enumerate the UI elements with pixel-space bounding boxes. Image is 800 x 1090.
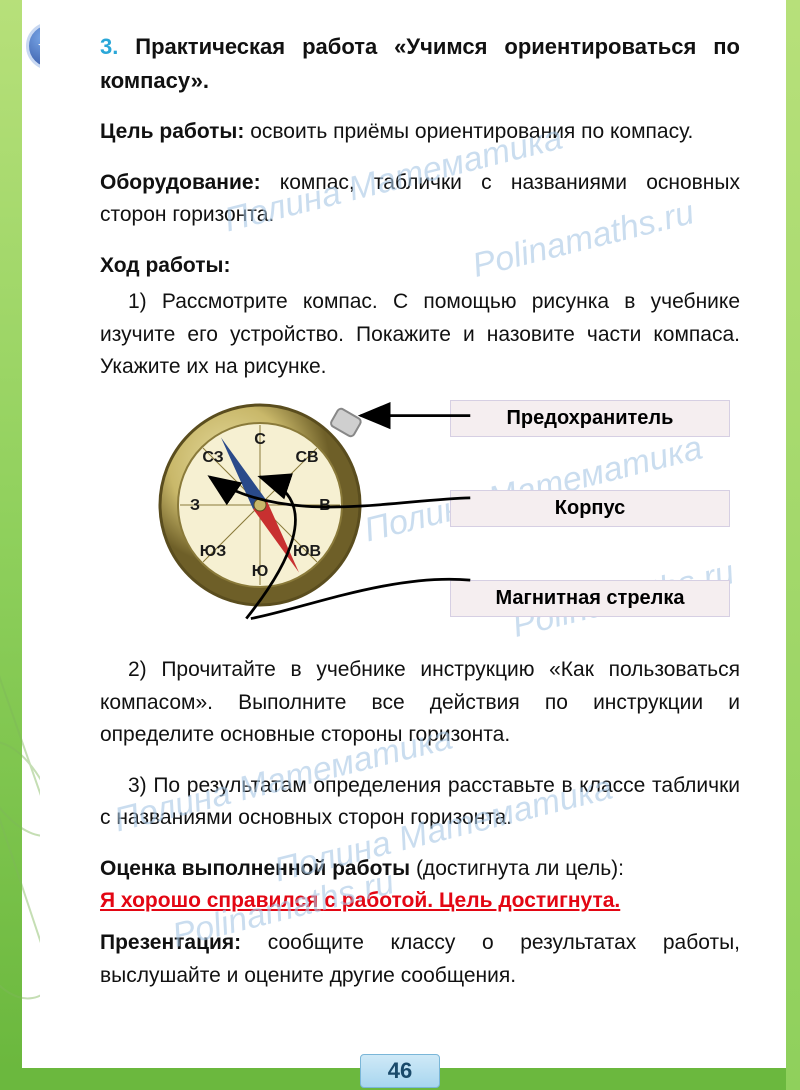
presentation-line: Презентация: сообщите классу о результат… [100, 927, 740, 992]
assess-label: Оценка выполненной работы [100, 857, 410, 880]
compass-label-2: Корпус [450, 490, 730, 527]
svg-text:ЮЗ: ЮЗ [200, 543, 227, 560]
svg-text:ЮВ: ЮВ [293, 543, 321, 560]
compass-diagram: С СВ В ЮВ Ю ЮЗ З СЗ Предохранитель Корпу… [100, 390, 740, 650]
svg-text:Ю: Ю [252, 563, 269, 580]
equipment-line: Оборудование: компас, таблички с названи… [100, 167, 740, 232]
exercise-title-text: Практическая работа «Учимся ориентироват… [100, 34, 740, 93]
compass-label-1: Предохранитель [450, 400, 730, 437]
exercise-number: 3. [100, 34, 118, 59]
page-number: 46 [388, 1058, 412, 1084]
equip-label: Оборудование: [100, 171, 261, 194]
goal-line: Цель работы: освоить приёмы ориентирован… [100, 116, 740, 149]
assess-tail: (достигнута ли цель): [410, 857, 624, 880]
page-green-right [786, 0, 800, 1090]
svg-text:СЗ: СЗ [202, 449, 223, 466]
steps-label: Ход работы: [100, 250, 740, 283]
page-content: Полина Математика Polinamaths.ru Полина … [40, 20, 780, 1050]
answer-line: Я хорошо справился с работой. Цель дости… [100, 889, 740, 913]
step-3: 3) По результатам определения расставьте… [100, 770, 740, 835]
goal-label: Цель работы: [100, 120, 244, 143]
step-1: 1) Рассмотрите компас. С помощью рисунка… [100, 286, 740, 384]
svg-text:З: З [190, 497, 200, 514]
compass-label-3: Магнитная стрелка [450, 580, 730, 617]
compass-icon: С СВ В ЮВ Ю ЮЗ З СЗ [155, 400, 365, 610]
svg-text:В: В [319, 497, 331, 514]
svg-text:СВ: СВ [295, 449, 318, 466]
present-label: Презентация: [100, 931, 241, 954]
goal-text: освоить приёмы ориентирования по компасу… [244, 120, 693, 143]
step-2: 2) Прочитайте в учебнике инструкцию «Как… [100, 654, 740, 752]
exercise-title: 3. Практическая работа «Учимся ориентиро… [100, 30, 740, 98]
page-number-badge: 46 [360, 1054, 440, 1088]
svg-text:С: С [254, 431, 266, 448]
assessment-line: Оценка выполненной работы (достигнута ли… [100, 853, 740, 886]
